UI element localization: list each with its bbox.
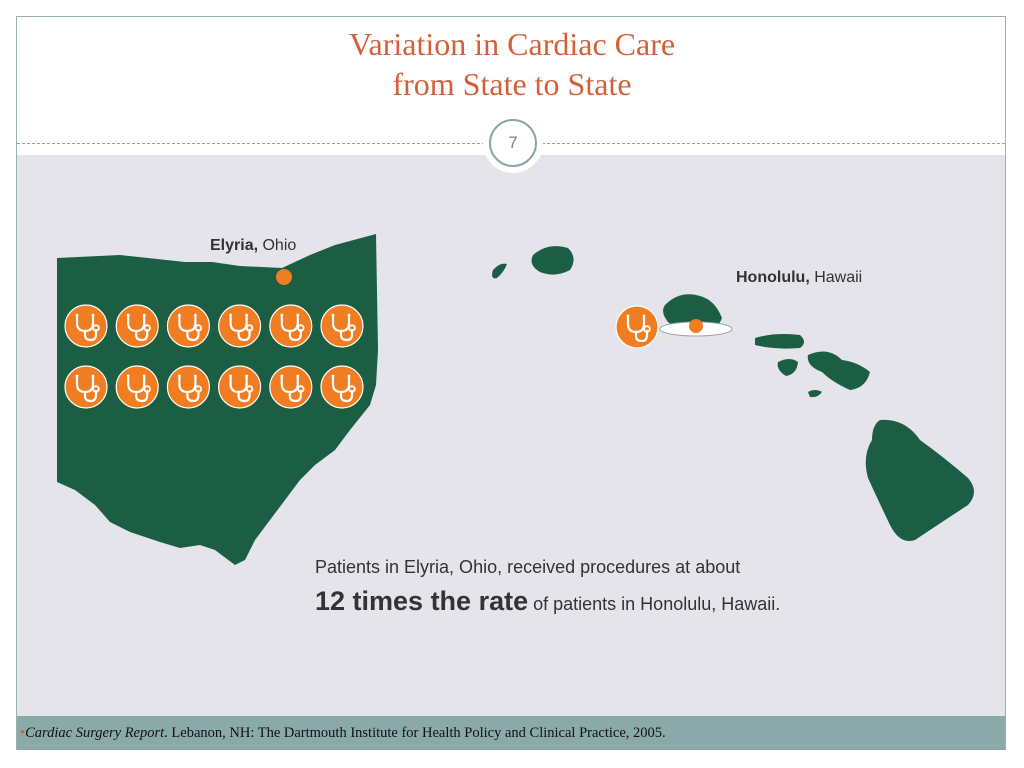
source-details: . Lebanon, NH: The Dartmouth Institute f… [164,724,666,741]
ohio-procedure-icons [64,304,364,409]
page-number-badge: 7 [483,113,543,173]
honolulu-marker [689,319,703,333]
caption-line-2: 12 times the rate of patients in Honolul… [315,586,780,617]
kauai-island [531,246,574,275]
elyria-marker [276,269,292,285]
page-number: 7 [489,119,537,167]
footer-bullet: • [20,724,26,741]
maui-island [807,351,870,390]
hawaii-islands [492,246,974,541]
title-line-2: from State to State [392,66,632,102]
molokai-island [755,334,804,349]
title-line-1: Variation in Cardiac Care [348,26,676,62]
stethoscope-icon [166,304,210,348]
stethoscope-icon [115,304,159,348]
hawaii-state: Hawaii [809,269,863,286]
stethoscope-icon [269,365,313,409]
stethoscope-icon [64,304,108,348]
stethoscope-icon [320,304,364,348]
stethoscope-icon [218,304,262,348]
ohio-state: Ohio [258,237,297,254]
niihau-island [492,263,507,279]
elyria-city: Elyria, [210,237,259,254]
slide-title: Variation in Cardiac Care from State to … [0,24,1024,104]
caption-emphasis: 12 times the rate [315,586,529,616]
source-title: Cardiac Surgery Report [25,724,165,741]
big-island [865,419,974,541]
honolulu-label: Honolulu, Hawaii [736,269,862,287]
lanai-island [777,359,798,376]
stethoscope-icon [115,365,159,409]
caption-rest: of patients in Honolulu, Hawaii. [528,594,781,614]
elyria-label: Elyria, Ohio [210,237,296,255]
hawaii-procedure-icons [615,305,659,349]
stethoscope-icon [166,365,210,409]
stethoscope-icon [64,365,108,409]
stethoscope-icon [269,304,313,348]
source-footer: • Cardiac Surgery Report. Lebanon, NH: Th… [17,716,1005,750]
kahoolawe-island [808,390,822,398]
caption-line-1: Patients in Elyria, Ohio, received proce… [315,557,741,577]
stethoscope-icon [218,365,262,409]
stethoscope-icon [615,305,659,349]
honolulu-city: Honolulu, [736,269,810,286]
stethoscope-icon [320,365,364,409]
